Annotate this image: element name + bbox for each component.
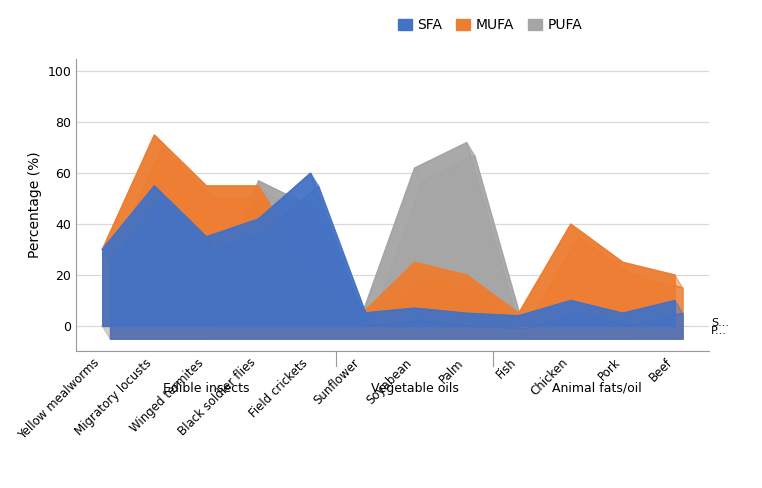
Polygon shape — [258, 173, 319, 232]
Polygon shape — [466, 275, 527, 326]
Polygon shape — [207, 181, 266, 339]
Polygon shape — [363, 262, 422, 326]
Polygon shape — [519, 326, 578, 339]
Polygon shape — [519, 301, 578, 328]
Polygon shape — [310, 206, 370, 326]
Text: Edible insects: Edible insects — [163, 382, 250, 395]
Polygon shape — [102, 326, 162, 339]
Polygon shape — [310, 173, 370, 326]
Polygon shape — [571, 224, 631, 275]
Polygon shape — [571, 301, 631, 326]
Polygon shape — [415, 142, 475, 181]
Polygon shape — [571, 326, 631, 339]
Text: S...: S... — [711, 318, 729, 328]
Polygon shape — [466, 142, 527, 339]
Polygon shape — [623, 321, 683, 339]
Legend: SFA, MUFA, PUFA: SFA, MUFA, PUFA — [392, 13, 588, 38]
Polygon shape — [258, 186, 319, 288]
Polygon shape — [154, 326, 214, 339]
Polygon shape — [519, 224, 578, 326]
Polygon shape — [154, 135, 214, 199]
Polygon shape — [258, 181, 319, 219]
Text: P...: P... — [711, 326, 727, 336]
Polygon shape — [310, 275, 370, 326]
Polygon shape — [363, 168, 422, 326]
Polygon shape — [466, 313, 527, 328]
Polygon shape — [154, 186, 214, 249]
Text: Vegetable oils: Vegetable oils — [370, 382, 459, 395]
Polygon shape — [102, 186, 162, 262]
Polygon shape — [363, 308, 422, 326]
Polygon shape — [102, 135, 162, 262]
Polygon shape — [623, 301, 683, 326]
Polygon shape — [415, 262, 475, 288]
Y-axis label: Percentage (%): Percentage (%) — [28, 152, 42, 258]
Polygon shape — [207, 219, 266, 249]
Text: Animal fats/oil: Animal fats/oil — [552, 382, 642, 395]
Polygon shape — [415, 308, 475, 326]
Polygon shape — [623, 262, 683, 288]
Polygon shape — [207, 186, 266, 199]
